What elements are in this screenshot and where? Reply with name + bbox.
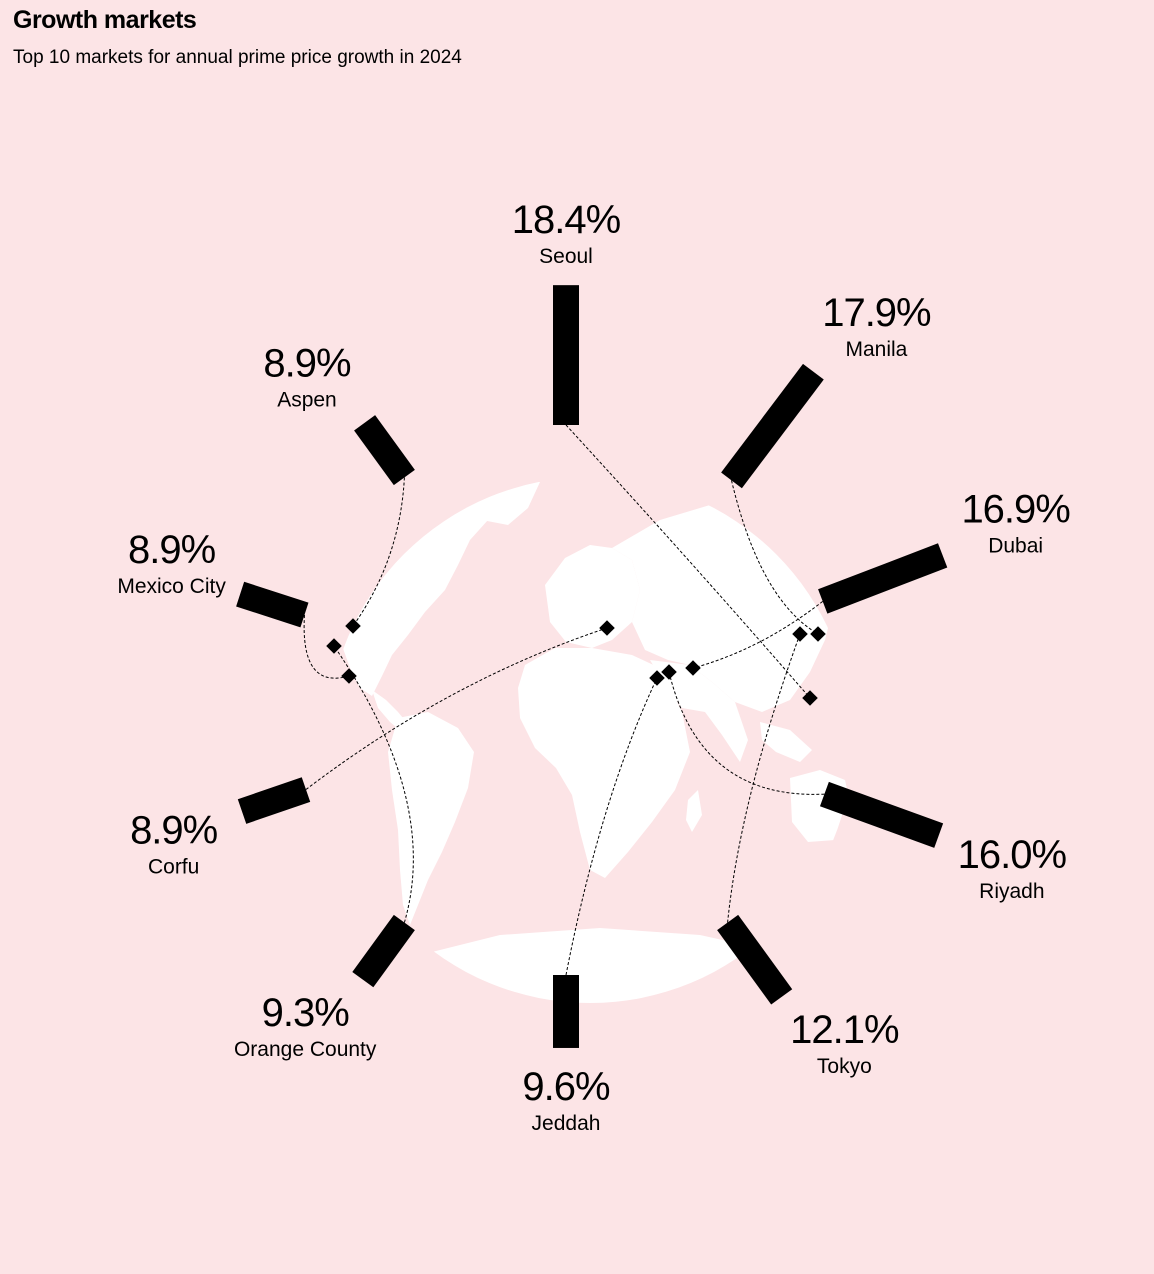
bar-riyadh <box>819 781 944 848</box>
value-label-seoul: 18.4% <box>512 198 621 242</box>
city-label-dubai: Dubai <box>988 535 1043 558</box>
bar-labels: 18.4% Seoul 17.9% Manila 16.9% Dubai 16.0% Riya… <box>117 198 1071 1135</box>
bar-jeddah <box>553 975 579 1048</box>
bar-seoul <box>553 285 579 425</box>
bar-dubai <box>818 543 948 614</box>
bar-orange-county <box>352 914 415 988</box>
connector-mexico-city <box>303 614 350 679</box>
connector-lines <box>303 424 825 976</box>
chart-title: Growth markets <box>13 6 197 34</box>
city-label-seoul: Seoul <box>539 245 593 268</box>
value-label-riyadh: 16.0% <box>958 833 1067 877</box>
city-label-corfu: Corfu <box>148 855 199 878</box>
land-se-asia <box>760 722 812 762</box>
connector-seoul <box>565 424 811 699</box>
connector-riyadh <box>668 671 825 795</box>
land-madagascar <box>686 790 702 832</box>
connector-aspen <box>352 477 405 627</box>
bar-corfu <box>237 777 311 824</box>
city-label-tokyo: Tokyo <box>817 1055 872 1078</box>
bars <box>236 285 948 1048</box>
chart-subtitle: Top 10 markets for annual prime price gr… <box>13 47 462 68</box>
connector-dubai <box>692 601 824 669</box>
city-label-riyadh: Riyadh <box>979 880 1044 903</box>
marker-orange-county <box>326 638 342 654</box>
bar-mexico-city <box>236 581 309 628</box>
land-europe <box>545 545 640 648</box>
land-arabia-india <box>650 660 748 762</box>
bar-tokyo <box>717 914 793 1005</box>
marker-seoul <box>802 690 818 706</box>
value-label-corfu: 8.9% <box>130 808 218 852</box>
connector-tokyo <box>727 633 801 923</box>
value-label-tokyo: 12.1% <box>790 1008 899 1052</box>
land-africa <box>518 648 690 878</box>
city-label-aspen: Aspen <box>277 389 337 412</box>
value-label-dubai: 16.9% <box>961 488 1070 532</box>
bar-manila <box>721 363 824 489</box>
value-label-orange-county: 9.3% <box>262 991 350 1035</box>
city-label-mexico-city: Mexico City <box>117 575 226 598</box>
city-label-manila: Manila <box>845 338 907 361</box>
value-label-mexico-city: 8.9% <box>128 528 216 572</box>
connector-orange-county <box>333 645 414 923</box>
value-label-aspen: 8.9% <box>263 342 351 386</box>
city-label-orange-county: Orange County <box>234 1038 377 1061</box>
city-label-jeddah: Jeddah <box>532 1112 601 1135</box>
bar-aspen <box>354 415 415 486</box>
value-label-manila: 17.9% <box>822 291 931 335</box>
land-south-america <box>388 712 474 925</box>
value-label-jeddah: 9.6% <box>522 1065 610 1109</box>
connector-jeddah <box>565 677 658 976</box>
connector-corfu <box>305 627 608 790</box>
